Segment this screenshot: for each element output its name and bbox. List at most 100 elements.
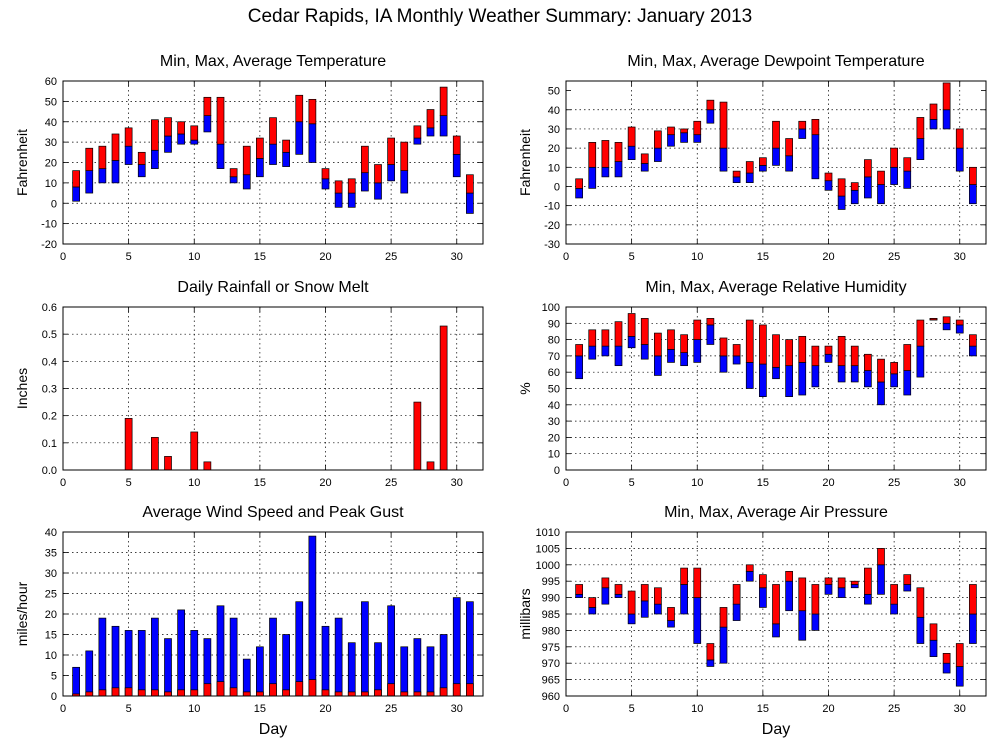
bar-upper bbox=[772, 584, 780, 625]
bar-avg-speed bbox=[321, 689, 330, 697]
bar-rainfall bbox=[439, 325, 448, 471]
bar-upper bbox=[680, 567, 688, 585]
x-tick-label: 20 bbox=[822, 477, 834, 489]
bar-avg-speed bbox=[85, 691, 94, 697]
bar-lower bbox=[903, 170, 912, 189]
bar-upper bbox=[588, 597, 597, 608]
x-tick-label: 0 bbox=[60, 251, 66, 263]
y-tick-label: 10 bbox=[45, 650, 57, 662]
bar-avg-speed bbox=[151, 689, 159, 697]
bar-upper bbox=[588, 142, 597, 168]
plot-frame bbox=[565, 306, 987, 471]
bar-gust bbox=[98, 617, 107, 697]
bar-avg-speed bbox=[242, 691, 251, 697]
y-tick-label: 20 bbox=[548, 432, 560, 444]
bar-lower bbox=[295, 121, 304, 155]
x-tick-label: 20 bbox=[319, 251, 331, 263]
y-tick-label: 970 bbox=[542, 658, 560, 670]
y-tick-label: 50 bbox=[45, 96, 57, 108]
bar-lower bbox=[575, 355, 583, 380]
y-tick-label: 0.0 bbox=[42, 465, 57, 477]
bar-lower bbox=[627, 145, 636, 160]
bar-lower bbox=[693, 339, 702, 363]
chart-panel-3: Daily Rainfall or Snow Melt 0.0 0.1 0.2 0.3 0… bbox=[14, 279, 484, 489]
bar-upper bbox=[137, 151, 146, 165]
bar-gust bbox=[413, 638, 422, 697]
bar-upper bbox=[877, 548, 885, 566]
y-tick-label: 985 bbox=[542, 609, 560, 621]
bar-gust bbox=[137, 630, 146, 697]
chart-title: Min, Max, Average Dewpoint Temperature bbox=[627, 53, 924, 70]
bar-upper bbox=[864, 353, 872, 371]
bar-lower bbox=[308, 123, 317, 163]
y-tick-label: 1005 bbox=[536, 543, 560, 555]
bar-lower bbox=[601, 587, 610, 605]
y-axis-label: Fahrenheit bbox=[517, 129, 533, 196]
bar-upper bbox=[824, 577, 833, 585]
bar-upper bbox=[667, 126, 675, 136]
y-tick-label: 980 bbox=[542, 625, 560, 637]
bar-lower bbox=[877, 564, 885, 595]
bar-lower bbox=[942, 322, 951, 331]
y-tick-label: -10 bbox=[544, 201, 560, 213]
bar-upper bbox=[680, 334, 688, 353]
bar-rainfall bbox=[413, 401, 422, 471]
x-tick-label: 5 bbox=[126, 477, 132, 489]
y-tick-label: 20 bbox=[45, 158, 57, 170]
bar-upper bbox=[439, 86, 448, 116]
y-tick-label: 15 bbox=[45, 630, 57, 642]
bar-upper bbox=[811, 584, 820, 615]
y-tick-label: 0 bbox=[51, 691, 57, 703]
y-tick-label: 40 bbox=[548, 400, 560, 412]
bar-lower bbox=[680, 584, 688, 615]
y-tick-label: -30 bbox=[544, 239, 560, 251]
bar-lower bbox=[627, 335, 636, 349]
bar-lower bbox=[654, 603, 662, 615]
y-tick-label: 20 bbox=[45, 609, 57, 621]
bar-lower bbox=[269, 143, 277, 165]
plot-frame bbox=[565, 531, 987, 697]
y-tick-label: 50 bbox=[548, 86, 560, 98]
y-axis-label: millibars bbox=[517, 588, 533, 639]
bar-upper bbox=[837, 178, 846, 197]
bar-rainfall bbox=[124, 418, 133, 471]
bar-lower bbox=[785, 155, 793, 172]
y-tick-label: 1000 bbox=[536, 560, 560, 572]
x-tick-label: 20 bbox=[822, 703, 834, 715]
bar-lower bbox=[969, 184, 977, 205]
bar-upper bbox=[151, 119, 159, 151]
bar-gust bbox=[256, 646, 264, 697]
bar-lower bbox=[732, 355, 741, 365]
bar-lower bbox=[640, 344, 649, 360]
bar-upper bbox=[877, 358, 885, 383]
bar-upper bbox=[732, 344, 741, 357]
bar-upper bbox=[772, 120, 780, 149]
bar-lower bbox=[719, 355, 728, 373]
y-tick-label: 0.4 bbox=[42, 356, 57, 368]
y-tick-label: 0.1 bbox=[42, 438, 57, 450]
bar-upper bbox=[693, 120, 702, 136]
bar-gust bbox=[151, 617, 159, 697]
bar-avg-speed bbox=[400, 691, 409, 697]
bar-lower bbox=[426, 127, 435, 137]
bar-upper bbox=[588, 329, 597, 347]
x-tick-label: 5 bbox=[629, 703, 635, 715]
bar-avg-speed bbox=[164, 691, 172, 697]
bar-gust bbox=[308, 535, 317, 697]
bar-lower bbox=[903, 370, 912, 396]
y-tick-label: 35 bbox=[45, 548, 57, 560]
bar-avg-speed bbox=[124, 687, 133, 697]
bar-lower bbox=[824, 353, 833, 363]
bar-avg-speed bbox=[216, 681, 225, 697]
bar-upper bbox=[942, 653, 951, 664]
y-tick-label: 965 bbox=[542, 675, 560, 687]
bar-avg-speed bbox=[413, 691, 422, 697]
y-tick-label: 0 bbox=[51, 198, 57, 210]
x-tick-label: 5 bbox=[629, 477, 635, 489]
bar-upper bbox=[347, 178, 356, 194]
bar-lower bbox=[374, 182, 382, 200]
bar-gust bbox=[190, 630, 199, 697]
bar-upper bbox=[242, 145, 251, 176]
bar-lower bbox=[680, 132, 688, 143]
